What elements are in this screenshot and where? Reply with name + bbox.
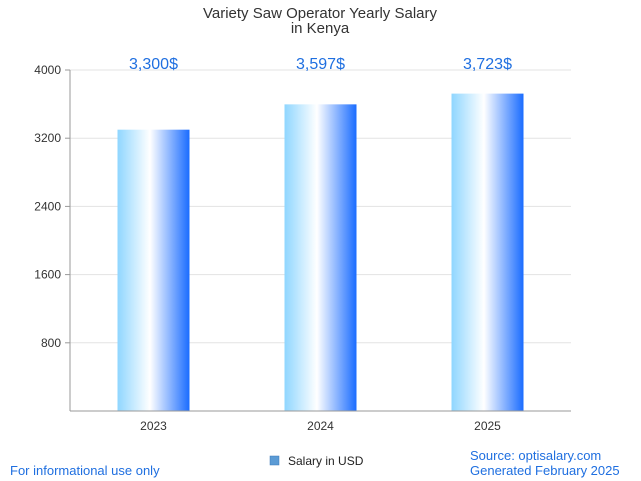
x-axis-ticks: 2023 2024 2025 bbox=[140, 419, 501, 433]
y-tick-label: 800 bbox=[41, 336, 61, 350]
disclaimer-text: For informational use only bbox=[10, 463, 160, 478]
legend: Salary in USD bbox=[269, 454, 364, 468]
y-tick-label: 4000 bbox=[34, 63, 61, 77]
legend-label: Salary in USD bbox=[288, 454, 364, 468]
y-tick-label: 3200 bbox=[34, 131, 61, 145]
chart-title-line-1: Variety Saw Operator Yearly Salary bbox=[203, 5, 438, 22]
x-tick-label: 2023 bbox=[140, 419, 167, 433]
data-label-2023: 3,300$ bbox=[129, 56, 178, 73]
x-tick-label: 2024 bbox=[307, 419, 334, 433]
bar-2024 bbox=[284, 104, 357, 412]
data-label-2025: 3,723$ bbox=[463, 56, 512, 73]
y-tick-label: 2400 bbox=[34, 199, 61, 213]
chart-title-line-2: in Kenya bbox=[291, 20, 350, 37]
y-tick-label: 1600 bbox=[34, 268, 61, 282]
bars bbox=[117, 93, 524, 412]
x-tick-label: 2025 bbox=[474, 419, 501, 433]
generated-text: Generated February 2025 bbox=[470, 463, 620, 478]
data-labels: 3,300$ 3,597$ 3,723$ bbox=[129, 56, 512, 73]
y-axis-ticks: 800 1600 2400 3200 4000 bbox=[34, 63, 70, 350]
data-label-2024: 3,597$ bbox=[296, 56, 345, 73]
source-text: Source: optisalary.com bbox=[470, 448, 601, 463]
bar-2025 bbox=[451, 93, 524, 411]
bar-2023 bbox=[117, 129, 190, 412]
legend-swatch bbox=[269, 455, 280, 466]
